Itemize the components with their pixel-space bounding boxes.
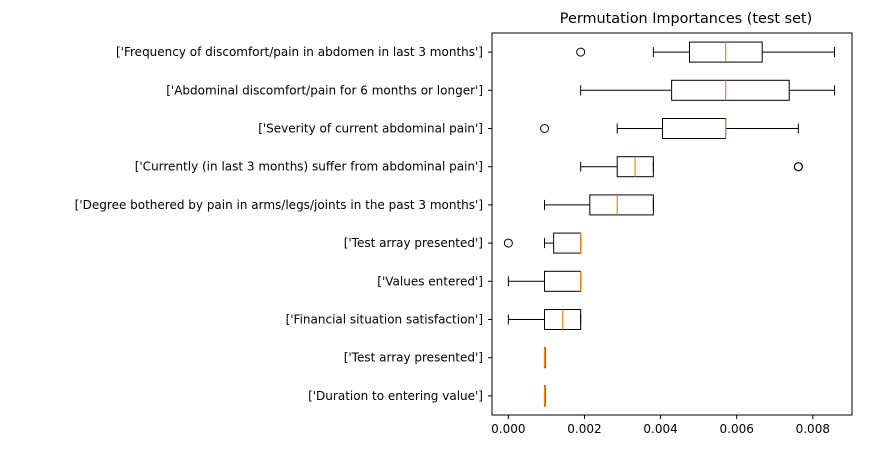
- outlier-point: [793, 162, 803, 172]
- y-tick-label: ['Abdominal discomfort/pain for 6 months…: [166, 83, 483, 97]
- y-tick-label: ['Duration to entering value']: [308, 389, 483, 403]
- box-group: [580, 156, 803, 178]
- x-tick-label: 0.002: [567, 422, 601, 436]
- plot-area: [503, 41, 835, 407]
- x-tick-label: 0.008: [796, 422, 830, 436]
- outlier-point: [540, 124, 550, 133]
- chart-title: Permutation Importances (test set): [560, 11, 812, 27]
- box-group: [544, 194, 654, 216]
- y-tick-label: ['Financial situation satisfaction']: [286, 313, 483, 327]
- outlier-point: [576, 47, 586, 57]
- x-tick-label: 0.000: [491, 422, 525, 436]
- y-tick-label: ['Test array presented']: [344, 236, 483, 250]
- box-group: [580, 79, 835, 101]
- x-tick-label: 0.004: [643, 422, 677, 436]
- box-group: [503, 232, 582, 254]
- box: [671, 79, 790, 101]
- y-tick-label: ['Test array presented']: [344, 351, 483, 365]
- y-tick-label: ['Severity of current abdominal pain']: [258, 122, 483, 136]
- box-group: [543, 385, 546, 407]
- box-group: [507, 270, 582, 292]
- box-group: [543, 347, 546, 369]
- y-tick-label: ['Currently (in last 3 months) suffer fr…: [135, 160, 483, 174]
- y-tick-label: ['Degree bothered by pain in arms/legs/j…: [75, 198, 483, 212]
- box: [544, 270, 582, 292]
- y-tick-label: ['Values entered']: [377, 274, 483, 288]
- box-group: [540, 118, 799, 139]
- box: [661, 118, 727, 139]
- outlier-point: [503, 238, 513, 248]
- x-tick-label: 0.006: [720, 422, 754, 436]
- box-group: [507, 309, 582, 330]
- box: [553, 232, 582, 254]
- axes-frame: [491, 32, 853, 416]
- box: [589, 194, 654, 216]
- y-axis: ['Frequency of discomfort/pain in abdome…: [75, 45, 492, 403]
- y-tick-label: ['Frequency of discomfort/pain in abdome…: [116, 45, 483, 59]
- x-axis: 0.000 0.002 0.004 0.006 0.008: [491, 415, 830, 436]
- box-group: [576, 41, 835, 63]
